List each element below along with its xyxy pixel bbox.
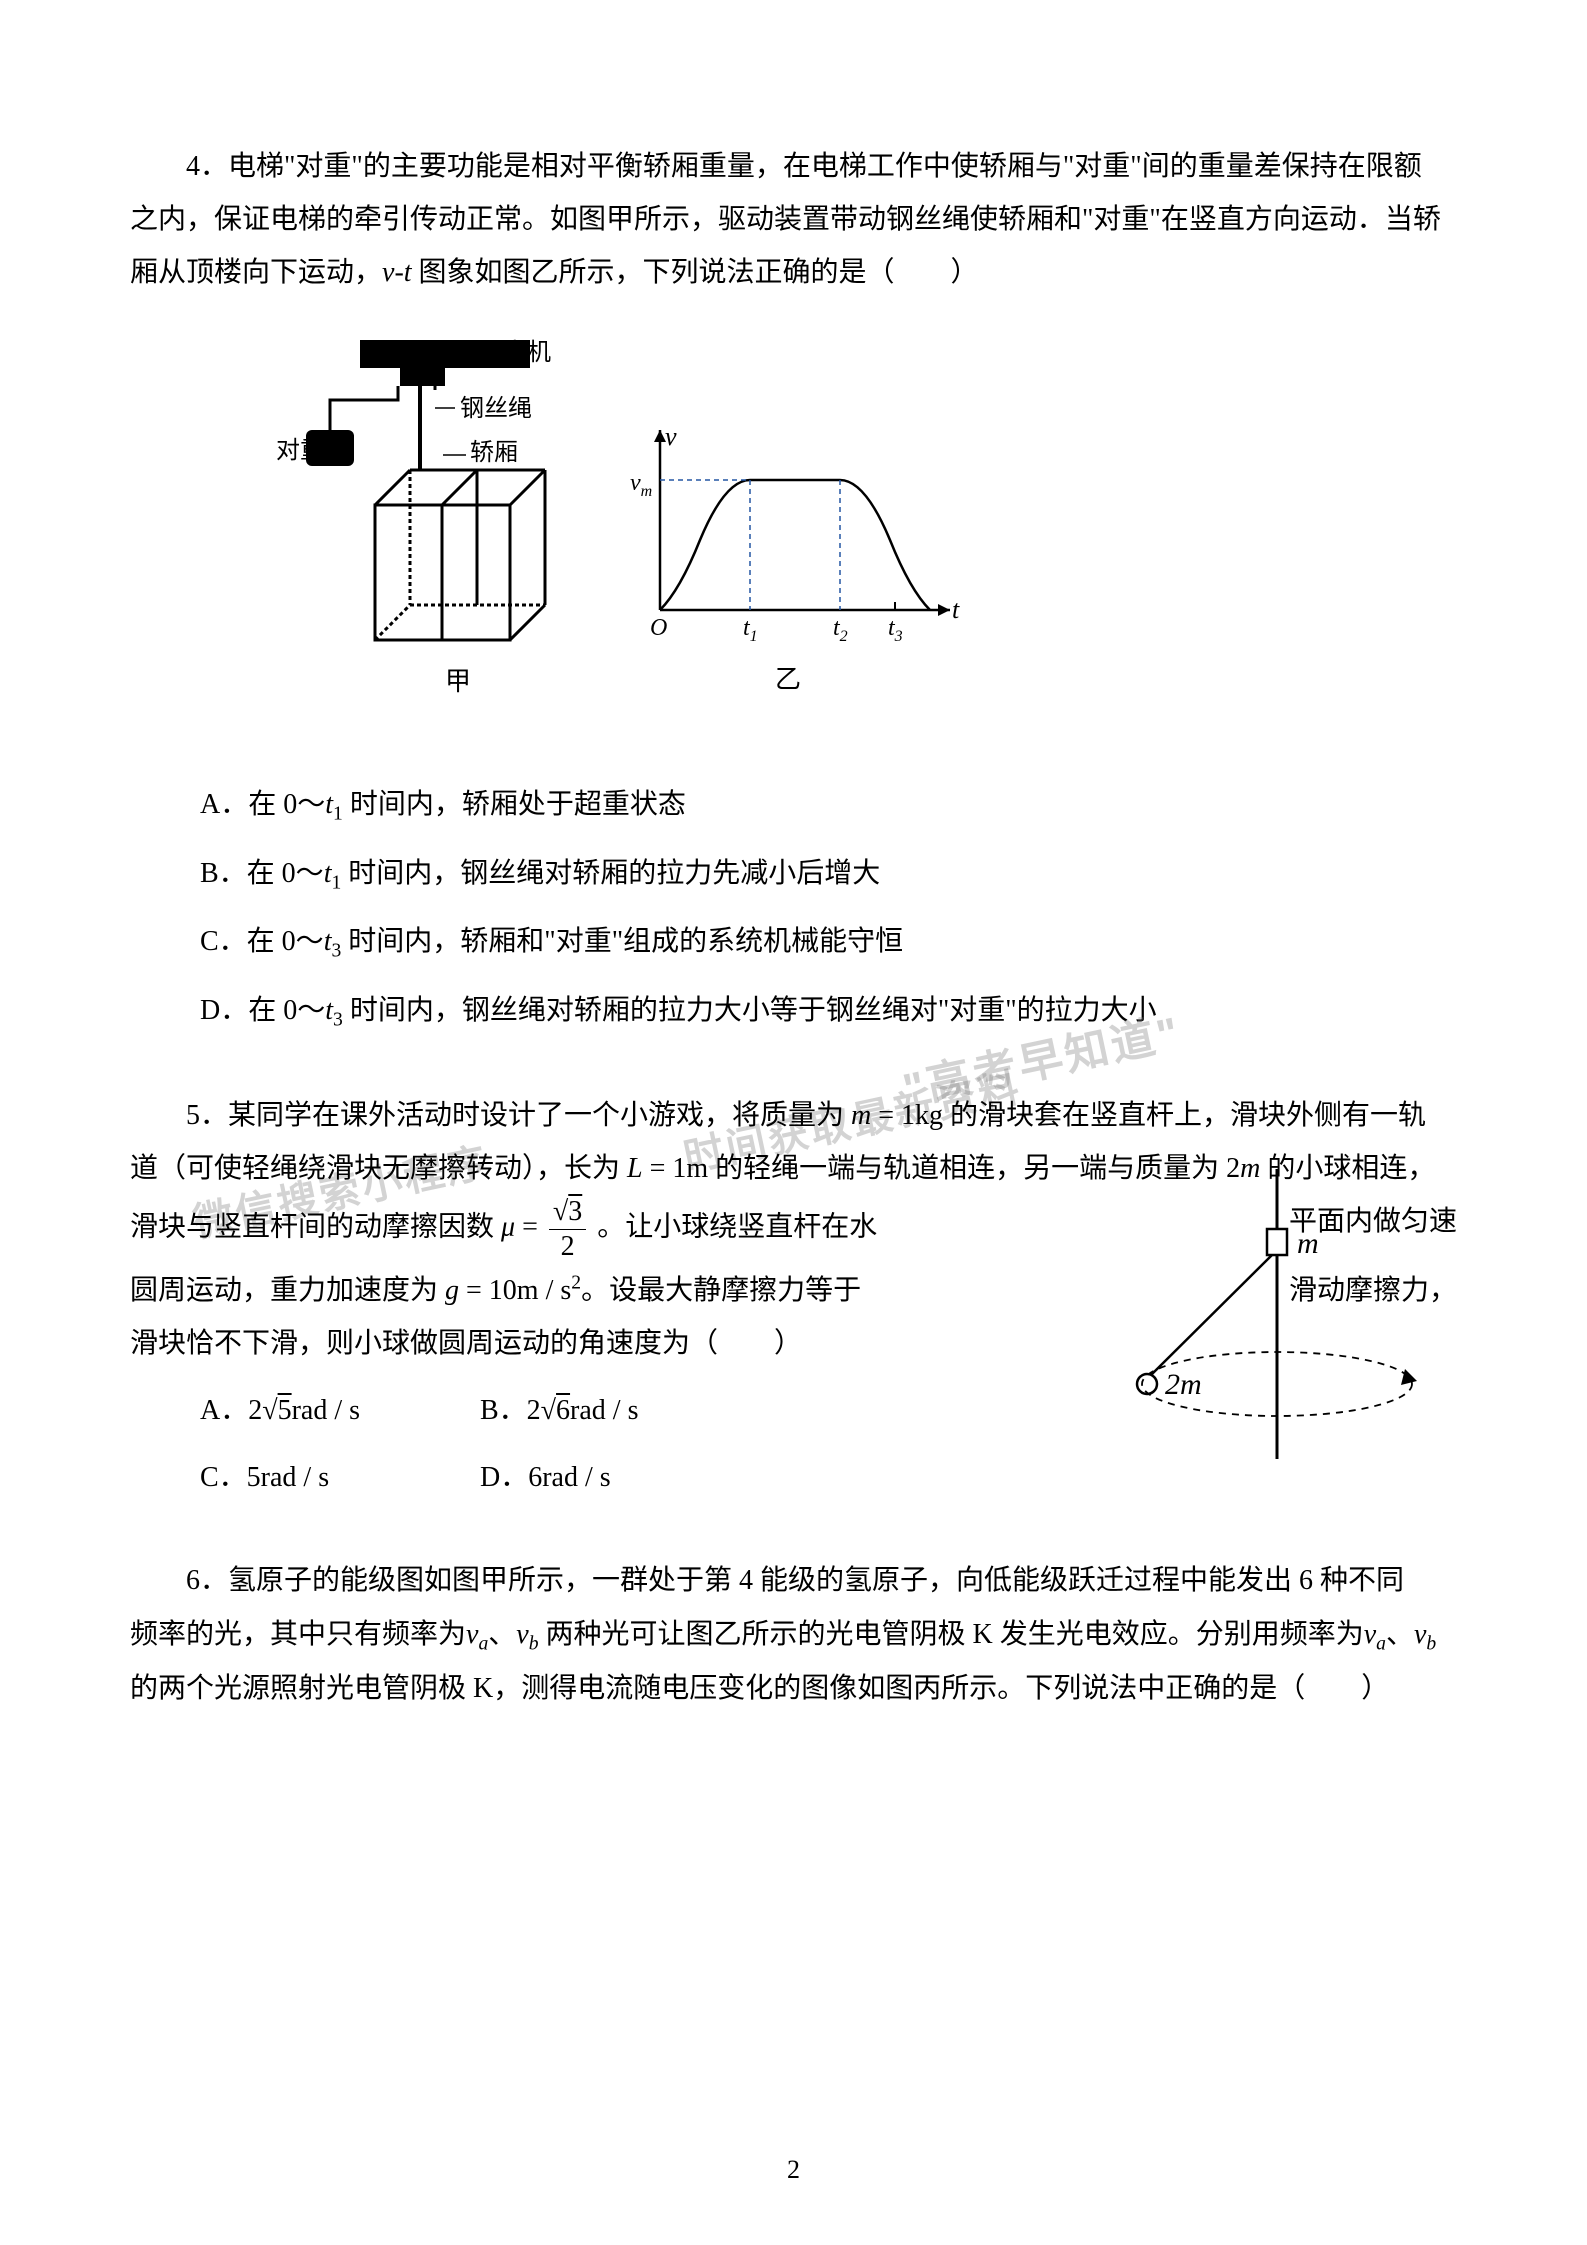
q6-number: 6 [186, 1565, 200, 1596]
q4-line2: 之内，保证电梯的牵引传动正常。如图甲所示，驱动装置带动钢丝绳使轿厢和"对重"在竖… [130, 193, 1457, 246]
question-4: 4．电梯"对重"的主要功能是相对平衡轿厢重量，在电梯工作中使轿厢与"对重"间的重… [130, 140, 1457, 1039]
q5-option-c: C．5rad / s [200, 1451, 400, 1504]
O-label: O [650, 615, 667, 641]
t1-label: t1 [743, 615, 758, 645]
v-axis-label: v [665, 422, 677, 451]
t2-label: t2 [833, 615, 848, 645]
q6-line1: 6．氢原子的能级图如图甲所示，一群处于第 4 能级的氢原子，向低能级跃迁过程中能… [130, 1554, 1457, 1607]
q5-option-b: B．2√6rad / s [480, 1384, 680, 1437]
q5-option-a: A．2√5rad / s [200, 1384, 400, 1437]
q5-diagram: m 2m [1077, 1169, 1437, 1487]
2m-label: 2m [1165, 1368, 1202, 1401]
rope-label: 钢丝绳 [460, 395, 532, 422]
t3-label: t3 [888, 615, 903, 645]
page-number: 2 [787, 2155, 800, 2185]
q4-option-d: D．在 0～t3 时间内，钢丝绳对轿厢的拉力大小等于钢丝绳对"对重"的拉力大小 [130, 984, 1457, 1039]
vm-label: vm [630, 470, 652, 500]
yi-label: 乙 [775, 665, 801, 694]
q4-line1: 4．电梯"对重"的主要功能是相对平衡轿厢重量，在电梯工作中使轿厢与"对重"间的重… [130, 140, 1457, 193]
q4-diagram: 驱动电机 对重 钢丝绳 轿厢 甲 v vm [270, 330, 1457, 748]
q5-line1: 5．某同学在课外活动时设计了一个小游戏，将质量为 m = 1kg 的滑块套在竖直… [130, 1089, 1457, 1142]
elevator-diagram-svg: 驱动电机 对重 钢丝绳 轿厢 甲 v vm [270, 330, 970, 730]
q5-number: 5 [186, 1100, 200, 1131]
counterweight-label: 对重 [276, 437, 324, 464]
q6-line2: 频率的光，其中只有频率为νa、νb 两种光可让图乙所示的光电管阴极 K 发生光电… [130, 1608, 1457, 1663]
t-axis-label: t [952, 595, 960, 624]
q6-line3: 的两个光源照射光电管阴极 K，测得电流随电压变化的图像如图丙所示。下列说法中正确… [130, 1662, 1457, 1715]
pendulum-diagram-svg: m 2m [1077, 1169, 1437, 1469]
q4-option-b: B．在 0～t1 时间内，钢丝绳对轿厢的拉力先减小后增大 [130, 847, 1457, 902]
q5-option-d: D．6rad / s [480, 1451, 680, 1504]
question-6: 6．氢原子的能级图如图甲所示，一群处于第 4 能级的氢原子，向低能级跃迁过程中能… [130, 1554, 1457, 1715]
motor-label: 驱动电机 [455, 339, 551, 366]
q4-option-c: C．在 0～t3 时间内，轿厢和"对重"组成的系统机械能守恒 [130, 915, 1457, 970]
q4-number: 4 [186, 151, 200, 182]
car-label: 轿厢 [470, 439, 518, 466]
jia-label: 甲 [445, 667, 471, 696]
question-5: 5．某同学在课外活动时设计了一个小游戏，将质量为 m = 1kg 的滑块套在竖直… [130, 1089, 1457, 1504]
m-label: m [1297, 1227, 1319, 1260]
q4-line3: 厢从顶楼向下运动，v-t 图象如图乙所示，下列说法正确的是（ ） [130, 246, 1457, 299]
q4-option-a: A．在 0～t1 时间内，轿厢处于超重状态 [130, 778, 1457, 833]
